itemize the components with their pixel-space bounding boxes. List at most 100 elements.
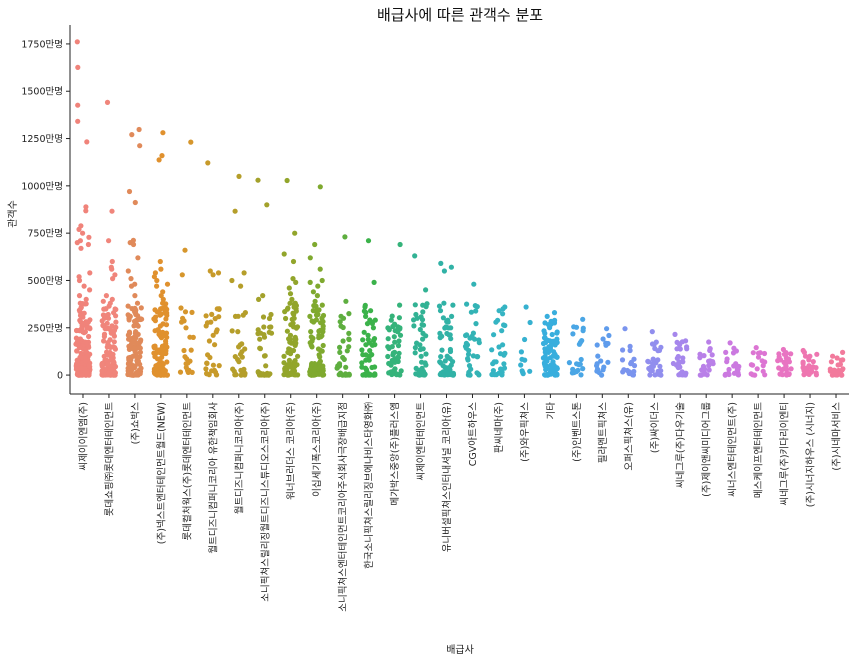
data-point	[389, 357, 395, 364]
data-point	[151, 274, 157, 280]
data-point	[204, 320, 211, 326]
data-point	[839, 372, 845, 378]
data-point	[573, 369, 580, 375]
data-point	[110, 359, 117, 365]
data-point	[152, 314, 159, 320]
data-point	[396, 315, 402, 321]
data-point	[388, 362, 394, 368]
data-point	[164, 359, 170, 365]
data-point	[338, 313, 344, 319]
data-point	[626, 369, 632, 375]
data-point	[320, 323, 326, 329]
data-point	[554, 372, 560, 378]
data-point	[155, 370, 161, 376]
data-point	[362, 365, 369, 371]
data-point	[236, 173, 242, 179]
data-point	[162, 309, 168, 316]
data-point	[337, 344, 343, 350]
data-point	[437, 308, 444, 314]
data-point	[134, 300, 141, 306]
data-point	[87, 317, 93, 323]
data-point	[753, 345, 759, 351]
data-point	[73, 366, 79, 372]
data-point	[112, 272, 118, 278]
x-tick-label: 유니버설픽쳐스인터내셔널 코리아(유)	[441, 402, 453, 552]
data-point	[318, 334, 324, 340]
data-point	[580, 316, 586, 322]
data-point	[420, 309, 426, 315]
data-point	[527, 319, 533, 326]
data-point	[320, 312, 327, 319]
data-point	[153, 363, 159, 369]
data-point	[547, 338, 553, 344]
y-tick-label: 1500만명	[21, 87, 63, 98]
data-point	[522, 357, 528, 363]
data-point	[158, 346, 165, 352]
data-point	[158, 266, 164, 272]
data-point	[77, 312, 84, 319]
data-point	[726, 366, 732, 373]
data-point	[465, 356, 471, 362]
data-point	[547, 345, 554, 351]
x-tick-label: 월트디즈니컴퍼니코리아 유한책임회사	[207, 402, 219, 554]
data-point	[80, 320, 86, 327]
data-point	[620, 369, 626, 375]
data-point	[370, 325, 376, 331]
data-point	[107, 344, 114, 350]
y-tick-label: 750만명	[27, 229, 63, 240]
data-point	[256, 296, 262, 302]
data-point	[257, 345, 263, 351]
data-point	[113, 306, 119, 313]
data-point	[126, 336, 132, 342]
data-point	[309, 361, 315, 367]
data-point	[266, 372, 272, 378]
data-point	[371, 279, 377, 285]
data-point	[281, 360, 287, 366]
data-point	[340, 324, 346, 331]
data-point	[82, 358, 88, 364]
data-point	[605, 340, 611, 347]
data-point	[73, 335, 79, 341]
data-point	[413, 365, 419, 371]
data-point	[157, 323, 163, 329]
data-point	[267, 324, 273, 330]
data-point	[450, 372, 456, 378]
data-point	[128, 341, 134, 347]
data-point	[709, 352, 715, 358]
data-point	[289, 316, 295, 322]
data-point	[491, 359, 497, 365]
data-point	[491, 332, 497, 338]
data-point	[210, 362, 216, 368]
data-point	[158, 293, 164, 299]
data-point	[137, 345, 143, 351]
data-point	[86, 234, 92, 240]
data-point	[315, 283, 321, 289]
data-point	[292, 358, 298, 364]
data-point	[132, 199, 138, 206]
data-point	[580, 328, 586, 334]
data-point	[112, 344, 118, 351]
data-point	[105, 325, 111, 331]
data-point	[214, 327, 220, 333]
data-point	[448, 336, 454, 342]
data-point	[307, 369, 313, 375]
points-layer	[73, 39, 846, 378]
data-point	[754, 366, 760, 372]
data-point	[76, 226, 82, 232]
data-point	[152, 354, 158, 360]
data-point	[135, 358, 141, 364]
data-point	[207, 354, 213, 361]
data-point	[236, 359, 242, 365]
data-point	[675, 353, 681, 360]
data-point	[138, 305, 144, 311]
data-point	[319, 277, 325, 284]
data-point	[317, 266, 323, 272]
data-point	[316, 352, 322, 358]
data-point	[286, 357, 292, 363]
data-point	[75, 358, 81, 364]
data-point	[156, 157, 162, 163]
data-point	[394, 372, 400, 378]
data-point	[290, 276, 296, 282]
data-point	[420, 336, 426, 342]
x-tick-label: (주)와우픽쳐스	[519, 402, 531, 462]
